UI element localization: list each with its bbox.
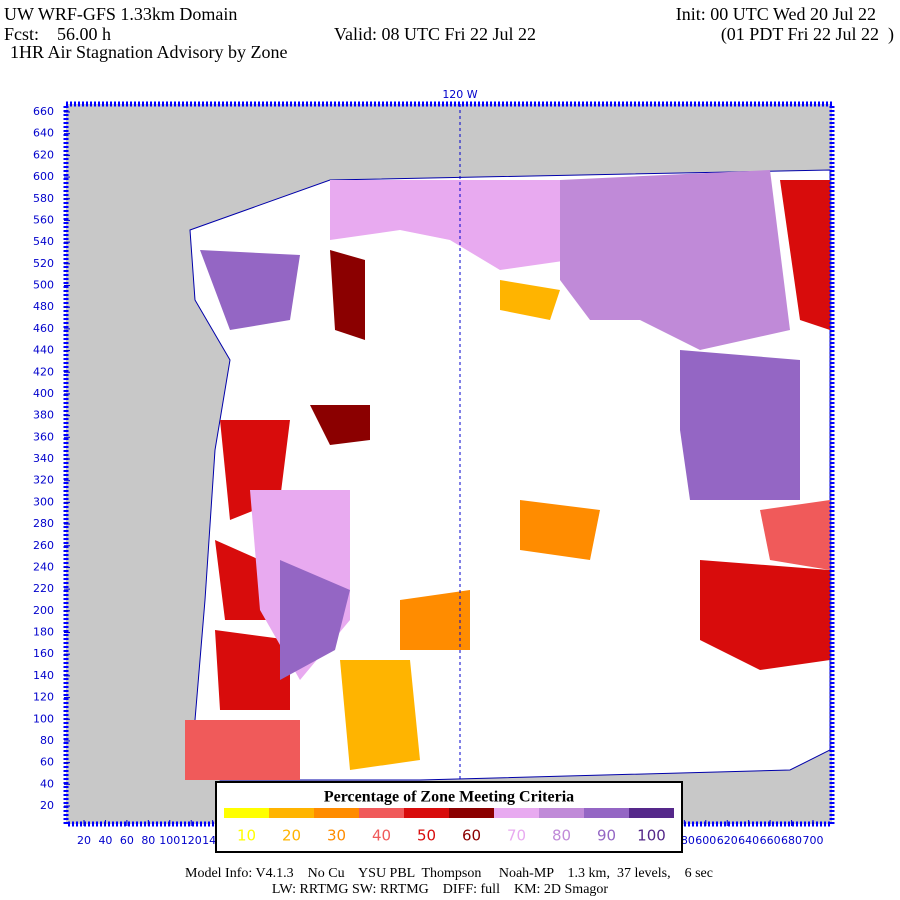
legend-swatch (629, 808, 674, 818)
domain-title: UW WRF-GFS 1.33km Domain (4, 4, 237, 24)
y-tick-label: 480 (33, 300, 54, 313)
zone (310, 405, 370, 445)
legend-label: 50 (417, 827, 436, 845)
local-time: (01 PDT Fri 22 Jul 22 ) (721, 24, 894, 45)
zone (185, 720, 300, 780)
meridian-label: 120 W (442, 88, 477, 101)
y-tick-label: 640 (33, 127, 54, 140)
y-tick-label: 600 (33, 170, 54, 183)
legend-title: Percentage of Zone Meeting Criteria (324, 789, 574, 806)
x-tick-label: 700 (803, 834, 824, 847)
y-tick-label: 340 (33, 452, 54, 465)
y-tick-label: 300 (33, 495, 54, 508)
y-tick-label: 200 (33, 604, 54, 617)
zone (680, 350, 800, 500)
x-tick-label: 660 (760, 834, 781, 847)
legend-label: 80 (552, 827, 571, 845)
legend-swatch (494, 808, 539, 818)
y-tick-label: 260 (33, 539, 54, 552)
x-tick-label: 100 (159, 834, 180, 847)
y-tick-label: 440 (33, 344, 54, 357)
y-tick-label: 60 (40, 756, 54, 769)
legend: Percentage of Zone Meeting Criteria 10 20… (215, 781, 683, 853)
zone (760, 500, 830, 570)
y-tick-label: 240 (33, 560, 54, 573)
zone (520, 500, 600, 560)
legend-swatch (224, 808, 269, 818)
x-tick-label: 40 (98, 834, 112, 847)
y-tick-label: 580 (33, 192, 54, 205)
y-tick-label: 180 (33, 626, 54, 639)
y-tick-label: 100 (33, 712, 54, 725)
zone (330, 180, 570, 270)
y-tick-label: 520 (33, 257, 54, 270)
x-tick-label: 600 (695, 834, 716, 847)
y-tick-label: 400 (33, 387, 54, 400)
map (63, 101, 835, 827)
x-tick-label: 80 (141, 834, 155, 847)
y-tick-label: 20 (40, 799, 54, 812)
y-tick-label: 460 (33, 322, 54, 335)
y-tick-label: 360 (33, 430, 54, 443)
legend-swatch (449, 808, 494, 818)
y-tick-label: 120 (33, 691, 54, 704)
y-tick-label: 40 (40, 777, 54, 790)
y-tick-label: 500 (33, 279, 54, 292)
y-tick-label: 420 (33, 365, 54, 378)
y-tick-label: 280 (33, 517, 54, 530)
x-tick-label: 620 (717, 834, 738, 847)
zone (280, 560, 350, 680)
y-tick-label: 660 (33, 105, 54, 118)
zone (200, 250, 300, 330)
x-tick-label: 680 (781, 834, 802, 847)
x-tick-label: 60 (120, 834, 134, 847)
forecast-hour: Fcst: 56.00 h (4, 24, 111, 44)
legend-label: 60 (462, 827, 481, 845)
legend-label: 90 (597, 827, 616, 845)
y-tick-label: 140 (33, 669, 54, 682)
legend-label: 10 (237, 827, 256, 845)
y-tick-label: 80 (40, 734, 54, 747)
zone (215, 630, 290, 710)
zone (400, 590, 470, 650)
legend-swatch (314, 808, 359, 818)
y-tick-label: 320 (33, 474, 54, 487)
legend-swatch (359, 808, 404, 818)
legend-label: 20 (282, 827, 301, 845)
zone (700, 560, 830, 670)
legend-swatch (404, 808, 449, 818)
zone (330, 250, 365, 340)
y-tick-label: 160 (33, 647, 54, 660)
x-tick-label: 120 (181, 834, 202, 847)
y-tick-label: 540 (33, 235, 54, 248)
zone (340, 660, 420, 770)
footer-model: Model Info: V4.1.3 No Cu YSU PBL Thompso… (185, 866, 713, 881)
x-tick-label: 20 (77, 834, 91, 847)
y-tick-label: 380 (33, 409, 54, 422)
x-tick-label: 640 (738, 834, 759, 847)
product-title: 1HR Air Stagnation Advisory by Zone (10, 42, 288, 62)
footer-physics: LW: RRTMG SW: RRTMG DIFF: full KM: 2D Sm… (272, 882, 608, 897)
legend-swatch (269, 808, 314, 818)
valid-time: Valid: 08 UTC Fri 22 Jul 22 (334, 24, 536, 44)
y-tick-label: 560 (33, 213, 54, 226)
y-tick-label: 620 (33, 148, 54, 161)
legend-label: 40 (372, 827, 391, 845)
zone (500, 280, 560, 320)
legend-label: 100 (637, 827, 666, 845)
legend-swatch (539, 808, 584, 818)
zone (560, 170, 790, 350)
zone (780, 180, 830, 330)
legend-label: 70 (507, 827, 526, 845)
ticks: 2040608010012014016018020022024026028030… (33, 105, 824, 847)
init-time: Init: 00 UTC Wed 20 Jul 22 (676, 4, 876, 24)
legend-swatch (584, 808, 629, 818)
legend-label: 30 (327, 827, 346, 845)
y-tick-label: 220 (33, 582, 54, 595)
